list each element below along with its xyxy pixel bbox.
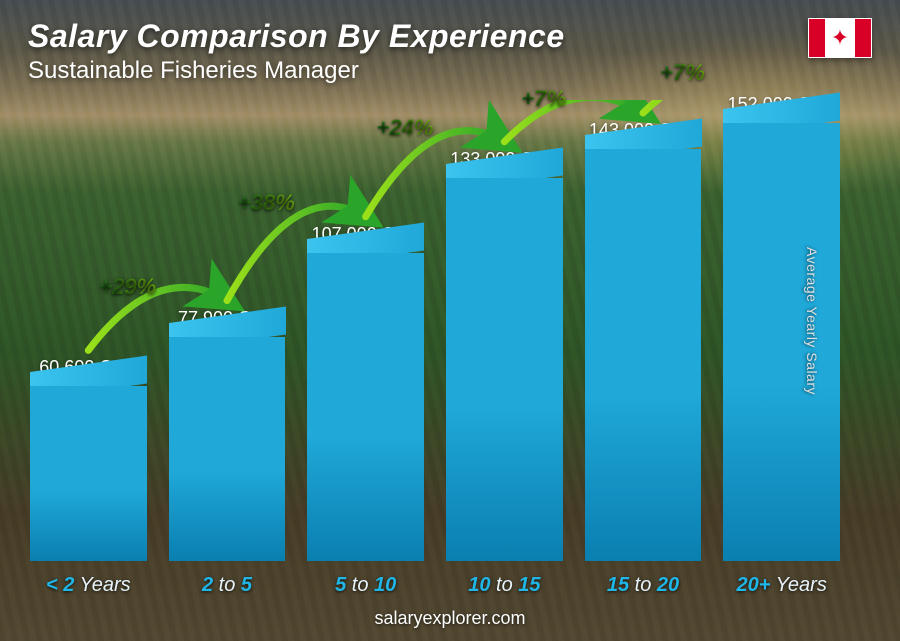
x-axis-label: 20+ Years <box>723 574 840 597</box>
header: Salary Comparison By Experience Sustaina… <box>28 18 872 85</box>
growth-pct-label: +7% <box>660 60 705 86</box>
y-axis-label: Average Yearly Salary <box>804 247 820 395</box>
bar: 60,600 CAD <box>30 357 147 561</box>
growth-pct-label: +38% <box>238 190 295 216</box>
bar: 143,000 CAD <box>585 120 702 561</box>
bar-body <box>585 149 702 561</box>
bar: 77,900 CAD <box>169 308 286 561</box>
bar: 133,000 CAD <box>446 149 563 561</box>
title-block: Salary Comparison By Experience Sustaina… <box>28 18 565 85</box>
bar-body <box>30 386 147 561</box>
x-axis-label: 15 to 20 <box>585 574 702 597</box>
x-axis-label: 2 to 5 <box>169 574 286 597</box>
bar: 107,000 CAD <box>307 224 424 561</box>
bar-body <box>307 253 424 561</box>
bar-body <box>169 337 286 561</box>
x-axis-label: 10 to 15 <box>446 574 563 597</box>
x-axis-label: < 2 Years <box>30 574 147 597</box>
bar: 152,000 CAD <box>723 94 840 561</box>
footer-attribution: salaryexplorer.com <box>0 608 900 629</box>
chart-subtitle: Sustainable Fisheries Manager <box>28 57 565 85</box>
growth-pct-label: +29% <box>99 274 156 300</box>
bar-body <box>723 123 840 561</box>
canada-flag-icon: ✦ <box>808 18 872 58</box>
bar-body <box>446 178 563 561</box>
bar-chart: 60,600 CAD77,900 CAD107,000 CAD133,000 C… <box>30 100 840 561</box>
growth-pct-label: +24% <box>377 115 434 141</box>
chart-title: Salary Comparison By Experience <box>28 18 565 55</box>
x-axis-labels: < 2 Years 2 to 5 5 to 10 10 to 15 15 to 20 20… <box>30 574 840 597</box>
x-axis-label: 5 to 10 <box>307 574 424 597</box>
growth-pct-label: +7% <box>521 86 566 112</box>
